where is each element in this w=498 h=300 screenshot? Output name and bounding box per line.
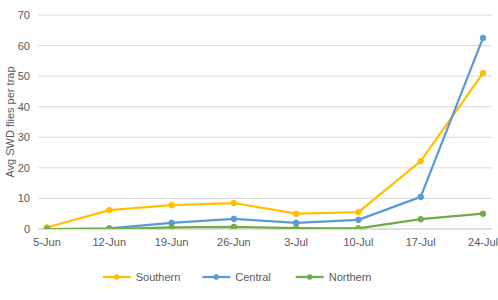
series-marker [44,226,50,229]
plot-area [44,35,486,229]
grid-line [38,137,492,138]
x-tick-label: 10-Jul [343,236,373,248]
chart-container: 0 10 20 30 40 50 60 70 5-Jun 12-Jun 19-Jun 26-Jun 3-… [0,0,498,300]
grid-line [38,15,492,16]
y-tick-label: 10 [18,192,30,204]
chart-svg: 0 10 20 30 40 50 60 70 5-Jun 12-Jun 19-Jun 26-Jun 3-… [0,0,498,300]
series-marker [106,207,112,213]
y-tick-label: 40 [18,101,30,113]
series-marker [231,200,237,206]
legend-label: Northern [329,271,372,283]
y-tick-label: 60 [18,40,30,52]
legend-label: Southern [136,271,181,283]
series-marker [356,217,362,223]
y-tick-label: 30 [18,131,30,143]
legend-marker [214,274,220,280]
legend-label: Central [235,271,270,283]
series-marker [231,216,237,222]
x-tick-label: 12-Jun [92,236,126,248]
series-marker [169,225,175,229]
grid-line [38,198,492,199]
y-tick-label: 70 [18,9,30,21]
series-marker [169,202,175,208]
grid-line [38,76,492,77]
y-axis-label: Avg SWD flies per trap [4,66,16,177]
grid-line [38,45,492,46]
x-tick-label: 5-Jun [33,236,61,248]
y-tick-label: 50 [18,70,30,82]
series-marker [231,224,237,229]
x-tick-label: 24-Jul [468,236,498,248]
legend-entry: Central [202,271,270,283]
series-line [47,73,483,227]
series-marker [418,216,424,222]
legend-entry: Northern [296,271,372,283]
series-marker [356,209,362,215]
series-marker [418,194,424,200]
series-line [47,38,483,229]
x-tick-label: 19-Jun [155,236,189,248]
series-line [47,214,483,229]
series-marker [293,225,299,229]
x-tick-label: 3-Jul [284,236,308,248]
y-tick-label: 0 [24,223,30,235]
series-marker [418,158,424,164]
series-marker [480,35,486,41]
series-marker [293,211,299,217]
series-marker [106,226,112,229]
grid-line [38,106,492,107]
x-tick-label: 26-Jun [217,236,251,248]
series-marker [480,211,486,217]
series-marker [106,226,112,229]
x-tick-label: 17-Jul [406,236,436,248]
legend-marker [114,274,120,280]
legend-marker [307,274,313,280]
y-tick-label: 20 [18,162,30,174]
legend-entry: Southern [103,271,181,283]
series-marker [356,226,362,229]
series-marker [480,70,486,76]
grid-line [38,167,492,168]
series-marker [44,226,50,229]
